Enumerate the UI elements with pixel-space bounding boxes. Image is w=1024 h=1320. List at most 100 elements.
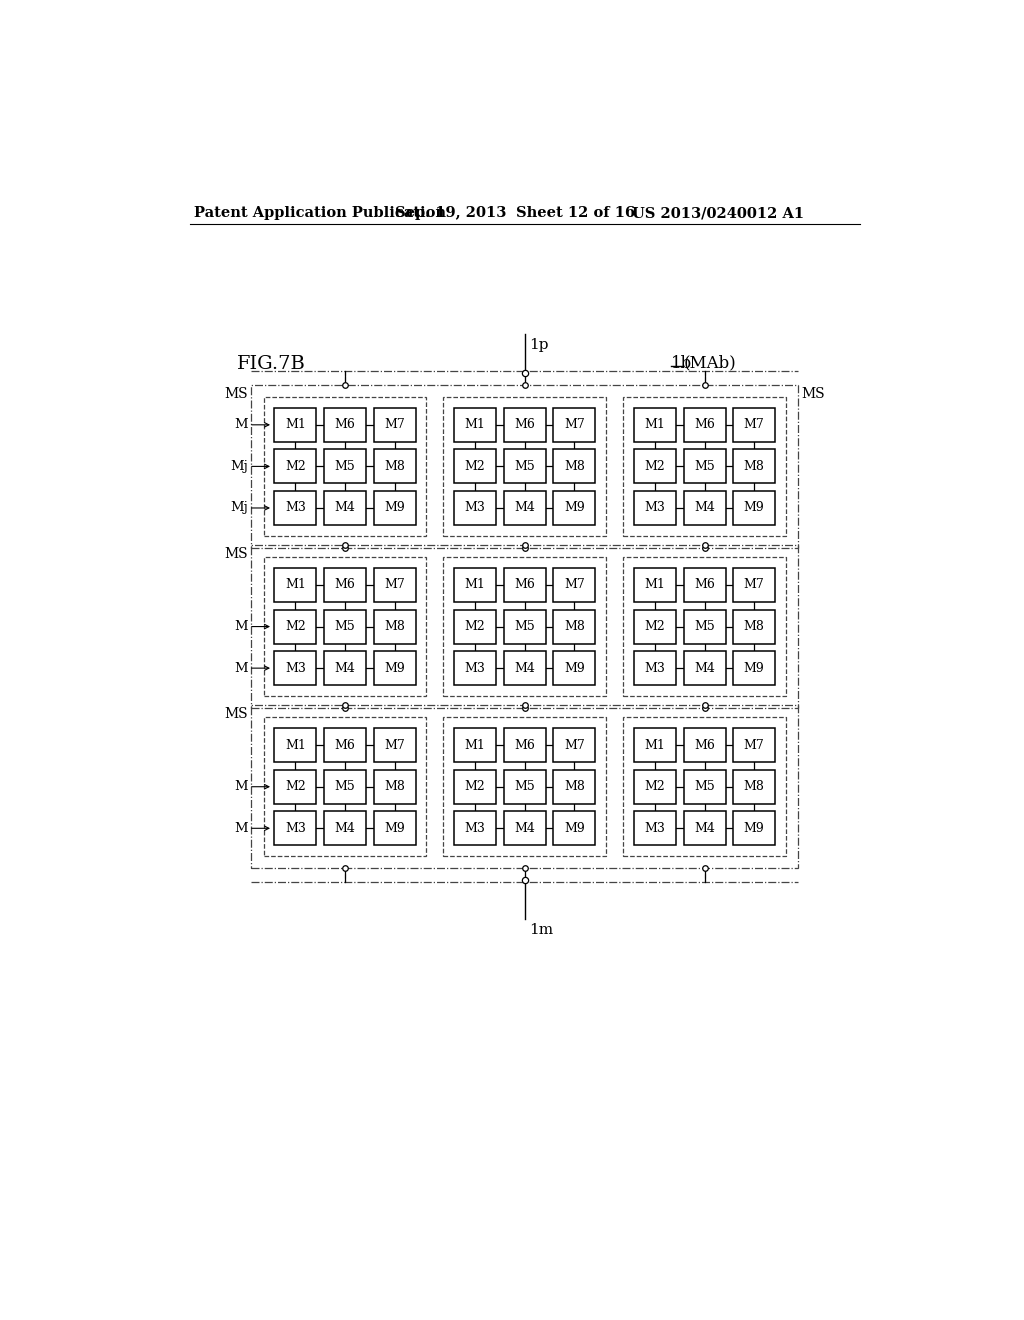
Text: M1: M1 — [644, 578, 666, 591]
Text: M: M — [234, 418, 248, 432]
Bar — [324, 729, 366, 762]
Bar — [324, 568, 366, 602]
Bar — [251, 705, 799, 869]
Bar — [504, 491, 546, 525]
Text: M2: M2 — [645, 620, 666, 634]
Text: MS: MS — [224, 387, 248, 401]
Bar — [324, 651, 366, 685]
Bar — [504, 770, 546, 804]
Text: M4: M4 — [694, 502, 715, 515]
Bar — [455, 770, 496, 804]
Text: M9: M9 — [743, 822, 765, 834]
Text: M: M — [234, 620, 248, 634]
Text: M2: M2 — [645, 459, 666, 473]
Text: M2: M2 — [465, 620, 485, 634]
Text: M5: M5 — [335, 620, 355, 634]
Bar — [274, 729, 316, 762]
Text: M6: M6 — [514, 739, 536, 751]
Text: M8: M8 — [384, 459, 406, 473]
Text: M2: M2 — [285, 459, 306, 473]
Text: M5: M5 — [694, 620, 715, 634]
Text: M4: M4 — [514, 822, 536, 834]
Bar — [634, 812, 676, 845]
Text: M2: M2 — [465, 459, 485, 473]
Bar — [324, 450, 366, 483]
Text: M8: M8 — [564, 459, 585, 473]
Bar — [733, 610, 775, 644]
Bar — [455, 812, 496, 845]
Bar — [504, 729, 546, 762]
Bar — [374, 568, 416, 602]
Text: M8: M8 — [743, 780, 765, 793]
Bar — [455, 408, 496, 442]
Bar — [263, 718, 426, 857]
Bar — [455, 450, 496, 483]
Text: M4: M4 — [335, 661, 355, 675]
Bar — [324, 770, 366, 804]
Text: M6: M6 — [514, 418, 536, 432]
Bar — [733, 568, 775, 602]
Bar — [554, 812, 595, 845]
Text: Patent Application Publication: Patent Application Publication — [194, 206, 445, 220]
Bar — [733, 491, 775, 525]
Bar — [443, 557, 606, 696]
Bar — [684, 729, 726, 762]
Text: (MAb): (MAb) — [684, 355, 736, 372]
Text: M7: M7 — [384, 578, 404, 591]
Text: M1: M1 — [285, 418, 306, 432]
Text: M: M — [234, 780, 248, 793]
Text: M2: M2 — [285, 780, 306, 793]
Bar — [274, 651, 316, 685]
Text: M9: M9 — [384, 822, 404, 834]
Text: M3: M3 — [644, 502, 666, 515]
Bar — [504, 408, 546, 442]
Bar — [504, 568, 546, 602]
Text: M7: M7 — [743, 578, 765, 591]
Text: 1b: 1b — [671, 355, 692, 372]
Text: M6: M6 — [694, 418, 715, 432]
Text: Sep. 19, 2013: Sep. 19, 2013 — [395, 206, 507, 220]
Bar — [554, 568, 595, 602]
Text: 1m: 1m — [529, 923, 554, 937]
Text: M4: M4 — [694, 661, 715, 675]
Bar — [374, 610, 416, 644]
Text: M7: M7 — [384, 739, 404, 751]
Text: 1p: 1p — [529, 338, 549, 352]
Text: M5: M5 — [514, 459, 536, 473]
Bar — [634, 568, 676, 602]
Text: M6: M6 — [335, 418, 355, 432]
Bar — [554, 408, 595, 442]
Bar — [684, 408, 726, 442]
Bar — [274, 491, 316, 525]
Bar — [324, 812, 366, 845]
Text: M6: M6 — [694, 739, 715, 751]
Text: M1: M1 — [465, 418, 485, 432]
Bar — [624, 397, 786, 536]
Text: M6: M6 — [335, 739, 355, 751]
Text: M8: M8 — [384, 780, 406, 793]
Text: M9: M9 — [743, 661, 765, 675]
Text: M4: M4 — [335, 502, 355, 515]
Bar — [684, 450, 726, 483]
Text: M9: M9 — [743, 502, 765, 515]
Bar — [554, 729, 595, 762]
Text: M2: M2 — [285, 620, 306, 634]
Bar — [684, 610, 726, 644]
Bar — [455, 729, 496, 762]
Text: FIG.7B: FIG.7B — [237, 355, 305, 372]
Bar — [274, 610, 316, 644]
Text: M3: M3 — [465, 502, 485, 515]
Text: M: M — [234, 822, 248, 834]
Bar — [504, 450, 546, 483]
Text: M1: M1 — [285, 739, 306, 751]
Bar — [504, 812, 546, 845]
Text: M8: M8 — [564, 620, 585, 634]
Text: M3: M3 — [644, 822, 666, 834]
Bar — [274, 812, 316, 845]
Text: M9: M9 — [564, 822, 585, 834]
Text: M5: M5 — [335, 459, 355, 473]
Bar — [455, 568, 496, 602]
Text: M5: M5 — [514, 780, 536, 793]
Text: M3: M3 — [465, 661, 485, 675]
Text: M5: M5 — [694, 459, 715, 473]
